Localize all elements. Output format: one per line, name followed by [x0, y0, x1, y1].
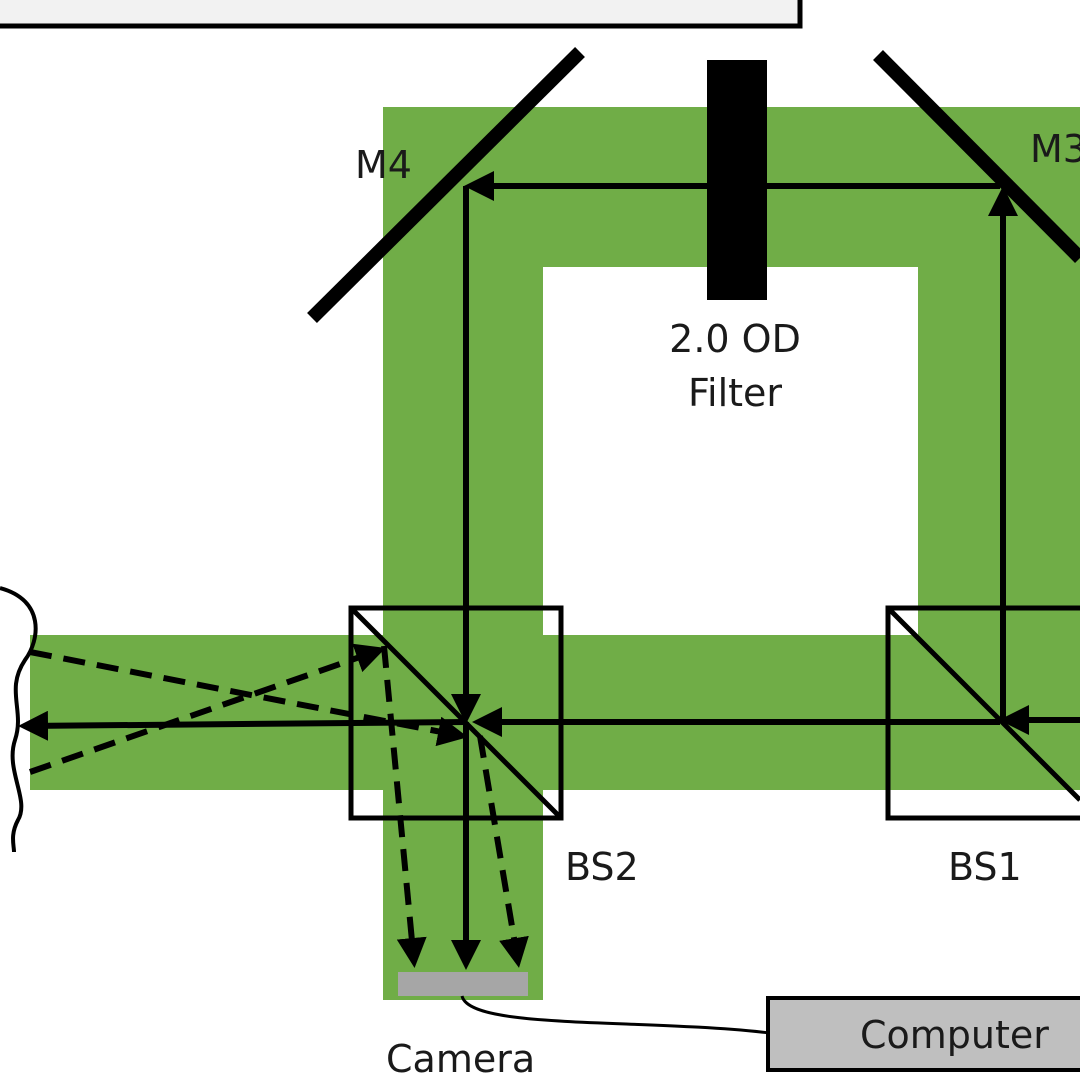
label-camera: Camera	[386, 1037, 535, 1080]
inner-window	[543, 267, 918, 635]
label-bs1: BS1	[948, 845, 1022, 889]
label-m3: M3	[1030, 127, 1080, 171]
camera-cable	[460, 995, 771, 1035]
label-filter-line1: 2.0 OD	[669, 317, 801, 361]
beam-splitter-bs1	[885, 605, 1080, 821]
label-computer: Computer	[860, 1013, 1049, 1057]
label-m4: M4	[355, 143, 412, 187]
top-panel	[0, 0, 803, 29]
mirror-m3	[873, 50, 1080, 263]
mirror-m4	[307, 47, 585, 323]
ray-paths	[18, 171, 1080, 970]
label-bs2: BS2	[565, 845, 639, 889]
label-filter-line2: Filter	[688, 371, 782, 415]
sample-surface	[0, 586, 38, 853]
od-filter	[707, 60, 767, 300]
camera-sensor	[398, 972, 528, 996]
computer-box	[766, 996, 1080, 1072]
scattered-rays	[29, 643, 529, 968]
